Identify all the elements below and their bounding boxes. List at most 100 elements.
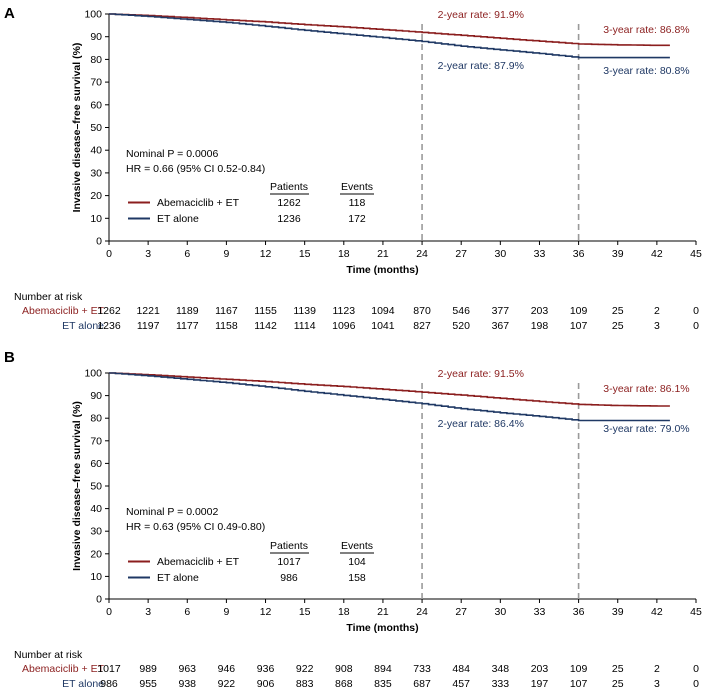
risk-count: 1167 [215, 305, 238, 317]
risk-count: 377 [492, 305, 510, 317]
rate-annotation: 2-year rate: 87.9% [438, 60, 524, 72]
risk-count: 3 [654, 320, 660, 332]
rate-annotation: 2-year rate: 91.9% [438, 9, 524, 21]
rate-annotation: 2-year rate: 86.4% [438, 418, 524, 430]
risk-count: 687 [413, 678, 431, 690]
y-tick-label: 40 [90, 503, 102, 515]
risk-count: 1142 [254, 320, 277, 332]
x-tick-label: 6 [184, 248, 190, 260]
legend-header-patients: Patients [270, 181, 308, 193]
y-tick-label: 30 [90, 526, 102, 538]
x-tick-label: 39 [612, 606, 624, 618]
risk-count: 203 [531, 305, 549, 317]
risk-table-title: Number at risk [14, 291, 83, 303]
legend-patients: 1262 [277, 197, 301, 209]
x-tick-label: 45 [690, 248, 702, 260]
x-tick-label: 0 [106, 248, 112, 260]
legend-label: Abemaciclib + ET [157, 556, 240, 568]
risk-count: 25 [612, 320, 624, 332]
x-tick-label: 21 [377, 248, 389, 260]
risk-count: 955 [139, 678, 157, 690]
risk-count: 0 [693, 320, 699, 332]
risk-count: 25 [612, 305, 624, 317]
x-tick-label: 36 [573, 606, 585, 618]
hazard-ratio-text: HR = 0.66 (95% CI 0.52-0.84) [126, 163, 265, 175]
x-axis-title: Time (months) [346, 264, 418, 276]
y-tick-label: 60 [90, 458, 102, 470]
legend-header-patients: Patients [270, 540, 308, 552]
y-tick-label: 30 [90, 167, 102, 179]
risk-count: 198 [531, 320, 549, 332]
y-tick-label: 50 [90, 122, 102, 134]
risk-table-title: Number at risk [14, 649, 83, 661]
y-tick-label: 90 [90, 31, 102, 43]
x-tick-label: 0 [106, 606, 112, 618]
y-tick-label: 40 [90, 145, 102, 157]
rate-annotation: 3-year rate: 79.0% [603, 423, 689, 435]
legend-patients: 1017 [277, 556, 301, 568]
risk-row-label: Abemaciclib + ET [22, 663, 105, 675]
legend-events: 104 [348, 556, 366, 568]
rate-annotation: 3-year rate: 86.8% [603, 24, 689, 36]
y-tick-label: 20 [90, 190, 102, 202]
risk-count: 203 [531, 663, 549, 675]
rate-annotation: 2-year rate: 91.5% [438, 368, 524, 380]
risk-count: 922 [218, 678, 236, 690]
x-tick-label: 18 [338, 606, 350, 618]
x-tick-label: 36 [573, 248, 585, 260]
risk-count: 546 [452, 305, 470, 317]
risk-count: 989 [139, 663, 157, 675]
x-tick-label: 30 [494, 606, 506, 618]
risk-count: 25 [612, 663, 624, 675]
legend-events: 118 [349, 197, 366, 209]
risk-count: 1236 [97, 320, 121, 332]
risk-count: 109 [570, 663, 588, 675]
y-tick-label: 100 [84, 9, 102, 21]
legend-events: 158 [348, 572, 366, 584]
risk-count: 520 [452, 320, 470, 332]
x-tick-label: 9 [223, 606, 229, 618]
risk-count: 107 [570, 320, 588, 332]
x-tick-label: 6 [184, 606, 190, 618]
y-tick-label: 70 [90, 77, 102, 89]
x-tick-label: 24 [416, 606, 428, 618]
survival-curve-abemaciclib [109, 372, 670, 407]
risk-count: 25 [612, 678, 624, 690]
legend-header-events: Events [341, 540, 373, 552]
x-tick-label: 3 [145, 248, 151, 260]
y-tick-label: 20 [90, 548, 102, 560]
risk-count: 1017 [97, 663, 121, 675]
survival-curve-et-alone [109, 13, 670, 59]
x-tick-label: 27 [455, 248, 467, 260]
y-tick-label: 70 [90, 435, 102, 447]
risk-count: 936 [257, 663, 275, 675]
y-tick-label: 60 [90, 99, 102, 111]
risk-count: 367 [492, 320, 510, 332]
p-value-text: Nominal P = 0.0006 [126, 148, 218, 160]
x-tick-label: 42 [651, 248, 663, 260]
x-tick-label: 39 [612, 248, 624, 260]
risk-count: 1096 [332, 320, 356, 332]
hazard-ratio-text: HR = 0.63 (95% CI 0.49-0.80) [126, 521, 265, 533]
rate-annotation: 3-year rate: 86.1% [603, 383, 689, 395]
x-tick-label: 3 [145, 606, 151, 618]
risk-count: 946 [218, 663, 236, 675]
rate-annotation: 3-year rate: 80.8% [603, 65, 689, 77]
risk-count: 1262 [97, 305, 121, 317]
risk-count: 868 [335, 678, 353, 690]
risk-row-label: ET alone [62, 678, 104, 690]
panel-letter: A [4, 5, 15, 22]
risk-count: 109 [570, 305, 588, 317]
risk-count: 107 [570, 678, 588, 690]
risk-count: 963 [179, 663, 197, 675]
risk-count: 1155 [254, 305, 277, 317]
risk-count: 457 [452, 678, 470, 690]
x-tick-label: 24 [416, 248, 428, 260]
risk-count: 348 [492, 663, 510, 675]
legend-events: 172 [348, 213, 366, 225]
survival-curve-et-alone [109, 372, 670, 422]
risk-count: 906 [257, 678, 275, 690]
